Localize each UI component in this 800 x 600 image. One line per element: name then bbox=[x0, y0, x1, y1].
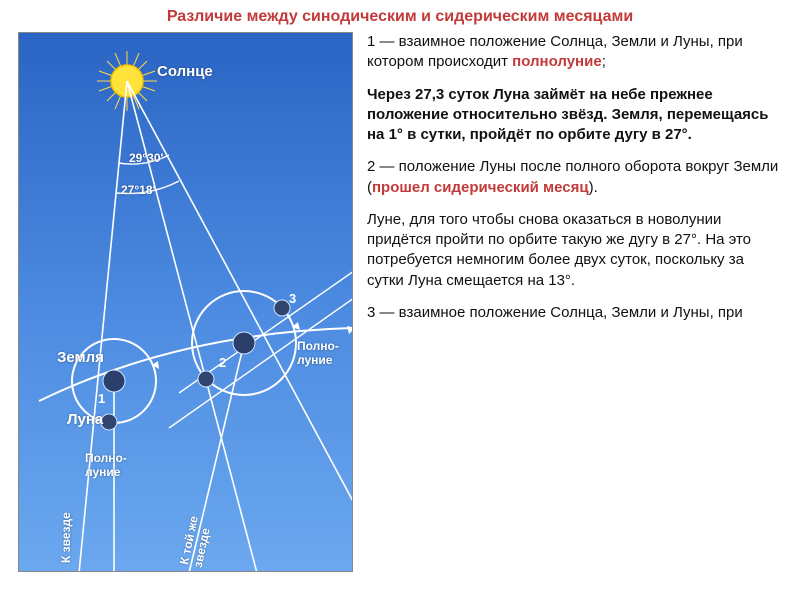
fullmoon-label-2: Полно- луние bbox=[297, 339, 339, 367]
angle-outer: 29°30' bbox=[129, 151, 163, 165]
to-star-label: К звезде bbox=[59, 512, 73, 563]
moon-pos-3 bbox=[274, 300, 290, 316]
angle-inner: 27°18' bbox=[121, 183, 155, 197]
moon-pos-2 bbox=[198, 371, 214, 387]
diagram-svg: 1 2 3 bbox=[19, 33, 353, 572]
svg-text:1: 1 bbox=[98, 391, 105, 406]
earth-1 bbox=[103, 370, 125, 392]
page-title: Различие между синодическим и сидерическ… bbox=[0, 0, 800, 32]
p1-highlight: полнолуние bbox=[512, 53, 602, 70]
fullmoon-label-1: Полно- луние bbox=[85, 451, 127, 479]
p1b: ; bbox=[602, 53, 606, 70]
svg-text:3: 3 bbox=[289, 291, 296, 306]
para-2: Через 27,3 суток Луна займёт на небе пре… bbox=[367, 85, 782, 146]
sun-rays bbox=[79, 81, 353, 572]
earth-label: Земля bbox=[57, 349, 104, 366]
para-1: 1 — взаимное положение Солнца, Земли и Л… bbox=[367, 32, 782, 73]
para-3: 2 — положение Луны после полного оборота… bbox=[367, 157, 782, 198]
para-4: Луне, для того чтобы снова оказаться в н… bbox=[367, 210, 782, 291]
p3-highlight: прошел сидерический месяц bbox=[372, 179, 589, 196]
sun-label: Солнце bbox=[157, 63, 213, 80]
moon-pos-1 bbox=[101, 414, 117, 430]
moon-label: Луна bbox=[67, 411, 103, 428]
content-row: 1 2 3 Солнце 29°30' 27°18' Земля Луна По… bbox=[0, 32, 800, 600]
p3b: ). bbox=[589, 179, 598, 196]
explanation-text: 1 — взаимное положение Солнца, Земли и Л… bbox=[367, 32, 782, 592]
svg-text:2: 2 bbox=[219, 355, 226, 370]
orbit-diagram: 1 2 3 Солнце 29°30' 27°18' Земля Луна По… bbox=[18, 32, 353, 572]
para-5: 3 — взаимное положение Солнца, Земли и Л… bbox=[367, 303, 782, 323]
earth-2 bbox=[233, 332, 255, 354]
